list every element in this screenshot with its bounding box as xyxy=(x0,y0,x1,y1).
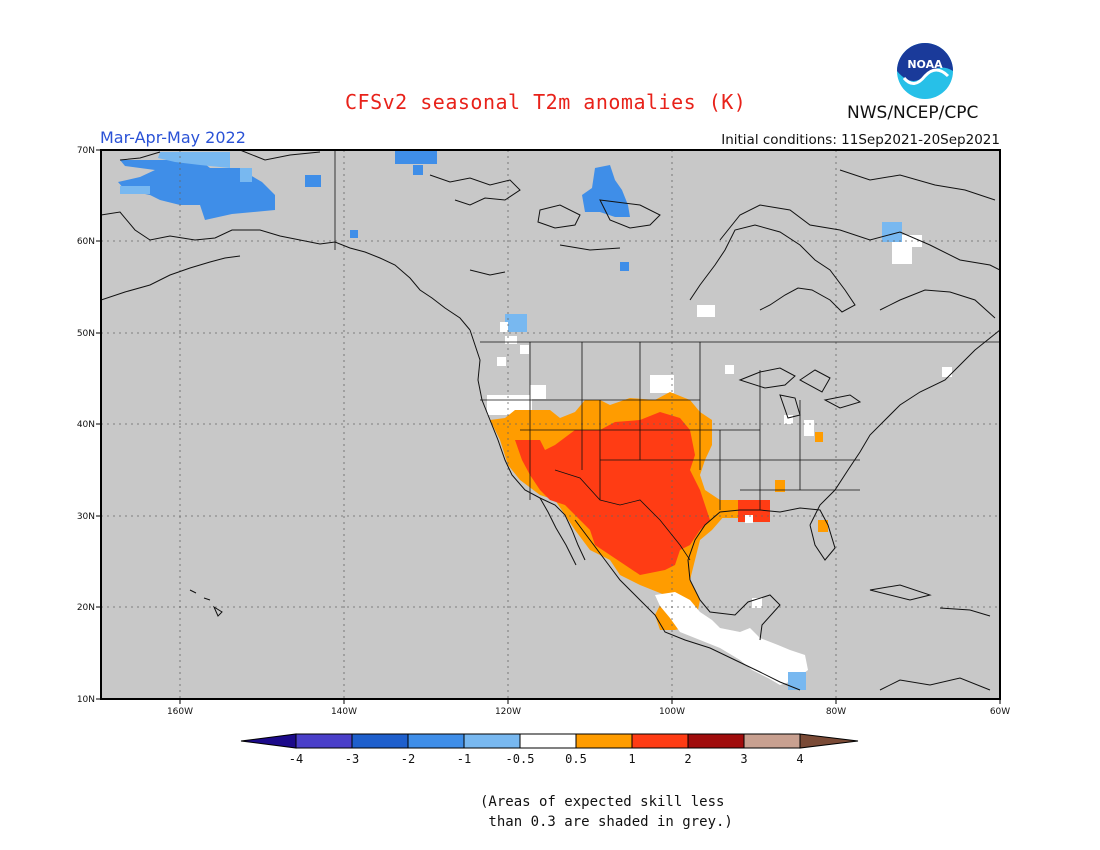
lon-label: 100W xyxy=(659,707,685,717)
lon-label: 80W xyxy=(826,707,846,717)
anomaly-cell xyxy=(395,150,437,164)
lat-label: 50N xyxy=(77,329,95,339)
noaa-logo-text: NOAA xyxy=(907,58,943,71)
anomaly-cell xyxy=(788,672,806,690)
anomaly-cell xyxy=(650,375,674,393)
anomaly-cell xyxy=(804,420,814,436)
anomaly-cell xyxy=(500,322,508,332)
anomaly-cell xyxy=(413,165,423,175)
anomaly-cell xyxy=(745,515,753,523)
forecast-period: Mar-Apr-May 2022 xyxy=(100,128,246,147)
colorbar-label: 2 xyxy=(684,752,691,766)
noaa-logo: NOAA xyxy=(895,41,955,101)
anomaly-cell xyxy=(520,345,529,354)
lat-label: 40N xyxy=(77,420,95,430)
anomaly-cell xyxy=(882,222,902,242)
lat-label: 70N xyxy=(77,146,95,156)
anomaly-cells xyxy=(118,150,952,690)
anomaly-cell xyxy=(752,598,762,608)
anomaly-cell xyxy=(120,186,150,194)
lat-label: 60N xyxy=(77,237,95,247)
colorbar-swatch xyxy=(799,733,859,749)
anomaly-cell xyxy=(505,336,517,344)
colorbar-swatch xyxy=(295,733,353,749)
alaska-anomaly-light xyxy=(158,152,230,168)
lon-label: 140W xyxy=(331,707,357,717)
colorbar-swatch xyxy=(407,733,465,749)
colorbar-swatch xyxy=(575,733,633,749)
anomaly-cell xyxy=(815,432,823,442)
lat-labels: 70N 60N 50N 40N 30N 20N 10N xyxy=(77,146,95,705)
skill-note-line1: (Areas of expected skill less xyxy=(480,794,725,810)
graticule xyxy=(101,150,1000,699)
lat-label: 30N xyxy=(77,512,95,522)
colorbar-swatch xyxy=(463,733,521,749)
anomaly-cell xyxy=(497,357,506,366)
colorbar-label: 4 xyxy=(796,752,803,766)
anomaly-cell xyxy=(775,480,785,492)
lon-label: 120W xyxy=(495,707,521,717)
axis-ticks xyxy=(96,149,1001,704)
colorbar-label: -0.5 xyxy=(506,752,535,766)
anomaly-cell xyxy=(892,242,912,264)
colorbar-swatch xyxy=(743,733,801,749)
state-borders xyxy=(334,150,1000,561)
colorbar-swatch xyxy=(687,733,745,749)
anomaly-cell xyxy=(818,520,828,532)
anomaly-cell xyxy=(350,230,358,238)
colorbar-swatch xyxy=(351,733,409,749)
colorbar-label: -2 xyxy=(401,752,415,766)
anomaly-cell xyxy=(942,367,952,377)
colorbar-label: 3 xyxy=(740,752,747,766)
colorbar-swatch xyxy=(519,733,577,749)
map-title: CFSv2 seasonal T2m anomalies (K) xyxy=(345,90,747,114)
central-america-white xyxy=(655,592,808,685)
colorbar-swatch xyxy=(240,733,297,749)
agency-label: NWS/NCEP/CPC xyxy=(847,103,979,123)
colorbar-swatch xyxy=(631,733,689,749)
skill-note: (Areas of expected skill less than 0.3 a… xyxy=(480,792,733,832)
anomaly-cell xyxy=(240,168,252,182)
colorbar: -4 -3 -2 -1 -0.5 0.5 1 2 3 4 xyxy=(240,733,859,766)
anomaly-cell xyxy=(720,500,738,518)
anomaly-cell xyxy=(784,415,793,424)
colorbar-label: -1 xyxy=(457,752,471,766)
anomaly-cell xyxy=(505,314,527,332)
colorbar-label: 0.5 xyxy=(565,752,587,766)
southwest-red-anomaly xyxy=(515,412,710,575)
anomaly-cell xyxy=(620,262,629,271)
lat-label: 20N xyxy=(77,603,95,613)
coastlines xyxy=(101,150,1000,691)
lon-labels: 160W 140W 120W 100W 80W 60W xyxy=(167,707,1010,717)
colorbar-label: -4 xyxy=(289,752,303,766)
colorbar-label: 1 xyxy=(628,752,635,766)
anomaly-cell xyxy=(305,175,321,187)
anomaly-cell xyxy=(697,305,715,317)
initial-conditions: Initial conditions: 11Sep2021-20Sep2021 xyxy=(721,132,1000,148)
lon-label: 60W xyxy=(990,707,1010,717)
alaska-anomaly xyxy=(118,160,275,220)
lat-label: 10N xyxy=(77,695,95,705)
lon-label: 160W xyxy=(167,707,193,717)
colorbar-label: -3 xyxy=(345,752,359,766)
anomaly-cell xyxy=(530,385,546,399)
anomaly-cell xyxy=(725,365,734,374)
skill-note-line2: than 0.3 are shaded in grey.) xyxy=(480,814,733,830)
baffin-anomaly xyxy=(582,165,630,217)
